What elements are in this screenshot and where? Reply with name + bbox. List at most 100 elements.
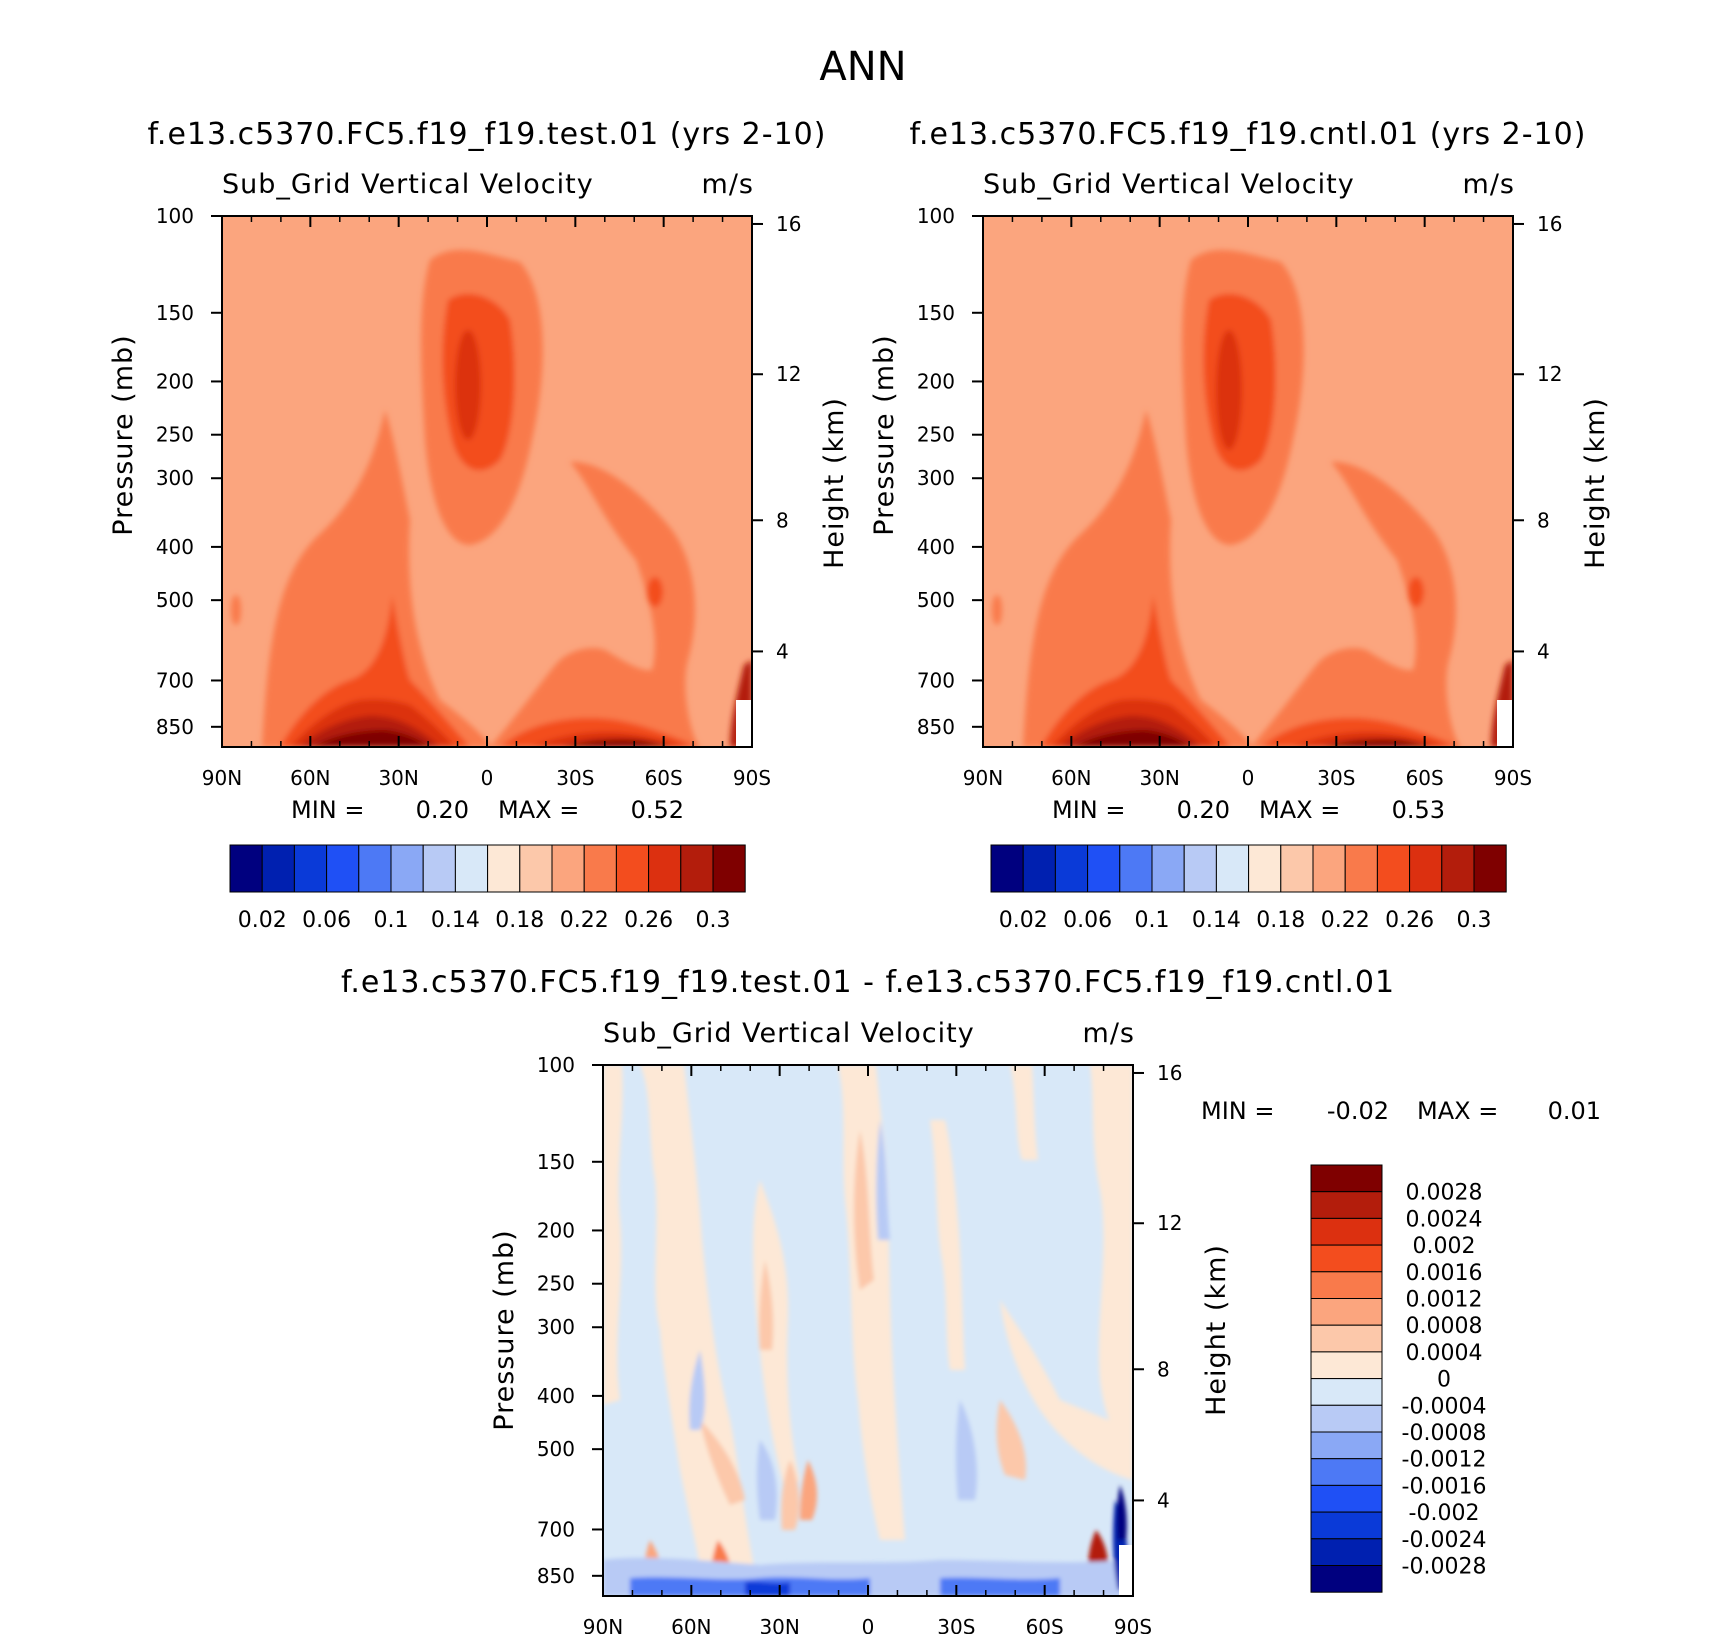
colorbar-box [990,844,1024,893]
panel-diff-y-tick-label-8: 850 [537,1564,575,1588]
panel-test-x-tick-label-1: 60N [290,766,330,790]
field-contour-edge-spot [992,595,1002,625]
field-contour-pos-8 [1000,1300,1133,1480]
colorbar-box [487,844,521,893]
colorbar-box [358,844,392,893]
colorbar-box [1310,1484,1383,1513]
colorbar-label-6: 0.26 [1385,908,1434,933]
figure-title: ANN [819,44,906,90]
colorbar-box [1087,844,1121,893]
field-contour-nh-lobe [262,410,492,747]
panel-test-y-tick-label-8: 850 [156,715,194,739]
field-contour-nh-surface-4 [1073,730,1191,747]
field-contour-neg-3 [757,1440,777,1520]
field-contour-sh-surface-3 [1321,739,1431,747]
colorbar-label-0: 0.02 [999,908,1048,933]
field-contour-sh-spot [647,577,663,607]
panel-test-y-right-tick-label-1: 12 [776,362,801,386]
panel-test-y-tick-label-5: 400 [156,535,194,559]
colorbar-label-6: 0.0004 [1406,1341,1483,1366]
colorbar-box [390,844,424,893]
colorbar-box [1310,1404,1383,1433]
panel-test-max-label: MAX = [498,796,579,824]
panel-diff-units: m/s [1083,1018,1135,1049]
field-contour-sh-spot [1408,577,1424,607]
colorbar-box [1310,1244,1383,1273]
colorbar-box [229,844,263,893]
field-missing-region [1497,700,1513,747]
colorbar-label-3: 0.14 [1192,908,1241,933]
colorbar-box [583,844,617,893]
panel-test-units: m/s [702,169,754,200]
colorbar-label-3: 0.0016 [1406,1261,1483,1286]
colorbar-box [1310,1458,1383,1486]
panel-test-x-tick-label-2: 30N [378,766,418,790]
panel-test-y-tick-label-0: 100 [156,204,194,228]
field-contour-neg-7 [745,1581,790,1596]
field-contour-sh-lobe [1251,461,1461,747]
colorbar-box [1310,1351,1383,1380]
panel-diff-y-tick-label-5: 400 [537,1384,575,1408]
panel-test-x-tick-label-5: 60S [645,766,683,790]
panel-diff-x-tick-label-6: 90S [1114,1615,1152,1634]
colorbar-box [261,844,295,893]
panel-cntl-units: m/s [1463,169,1515,200]
field-contour-pos-15 [800,1460,817,1520]
colorbar-box [1310,1298,1383,1326]
field-contour-pos-17 [700,1420,745,1505]
panel-diff-y-tick-label-0: 100 [537,1053,575,1077]
field-contour-neg-1 [955,1400,977,1500]
panel-diff-x-tick-label-1: 60N [671,1615,711,1634]
panel-diff-y-tick-label-2: 200 [537,1218,575,1242]
field-contour-pos-11 [996,1400,1026,1480]
panel-test-x-tick-label-0: 90N [202,766,242,790]
panel-cntl-y-tick-label-3: 250 [917,423,955,447]
colorbar-box [1409,844,1443,893]
colorbar-label-1: 0.06 [1063,908,1112,933]
colorbar-label-12: -0.002 [1409,1501,1480,1526]
panel-cntl-y-tick-label-2: 200 [917,369,955,393]
panel-test-field [222,216,752,747]
panel-cntl-y-right-tick-label-3: 4 [1537,639,1550,663]
colorbar-label-9: -0.0008 [1402,1421,1487,1446]
panel-diff-ylabel-right: Height (km) [1201,1244,1232,1416]
field-contour-pos-1 [603,1065,623,1405]
field-missing-region [1119,1545,1133,1596]
colorbar-box [1310,1538,1383,1567]
colorbar-label-7: 0 [1437,1368,1451,1393]
colorbar-box [1310,1511,1383,1540]
colorbar-box [680,844,714,893]
colorbar-box [1310,1217,1383,1246]
colorbar-box [1248,844,1282,893]
panel-diff-min-label: MIN = [1201,1097,1274,1125]
colorbar-label-2: 0.1 [1135,908,1170,933]
colorbar-box [1310,1271,1383,1300]
panel-test-max-value: 0.52 [631,796,684,824]
colorbar-label-0: 0.0028 [1406,1181,1483,1206]
colorbar-label-4: 0.0012 [1406,1288,1483,1313]
panel-diff-y-tick-label-1: 150 [537,1150,575,1174]
colorbar-box [1473,844,1507,893]
colorbar-box [712,844,746,893]
panel-cntl-y-tick-label-5: 400 [917,535,955,559]
colorbar-box [1310,1378,1383,1406]
field-contour-pos-5 [930,1120,965,1370]
panel-diff-x-tick-label-0: 90N [583,1615,623,1634]
panel-cntl-x-tick-label-3: 0 [1242,766,1255,790]
panel-cntl-x-tick-label-2: 30N [1139,766,1179,790]
colorbar-label-2: 0.002 [1413,1234,1476,1259]
panel-diff-min-value: -0.02 [1327,1097,1389,1125]
colorbar-label-8: -0.0004 [1402,1394,1487,1419]
panel-test-x-tick-label-3: 0 [481,766,494,790]
field-contour-pos-14 [781,1460,800,1530]
colorbar-label-6: 0.26 [624,908,673,933]
colorbar-box [1310,1565,1383,1593]
colorbar-box [454,844,489,893]
panel-test-y-right-tick-label-3: 4 [776,639,789,663]
panel-cntl-y-tick-label-8: 850 [917,715,955,739]
colorbar-box [1183,844,1217,893]
panel-diff-x-tick-label-2: 30N [759,1615,799,1634]
panel-cntl-ylabel: Pressure (mb) [869,334,900,535]
panel-cntl-y-tick-label-6: 500 [917,588,955,612]
